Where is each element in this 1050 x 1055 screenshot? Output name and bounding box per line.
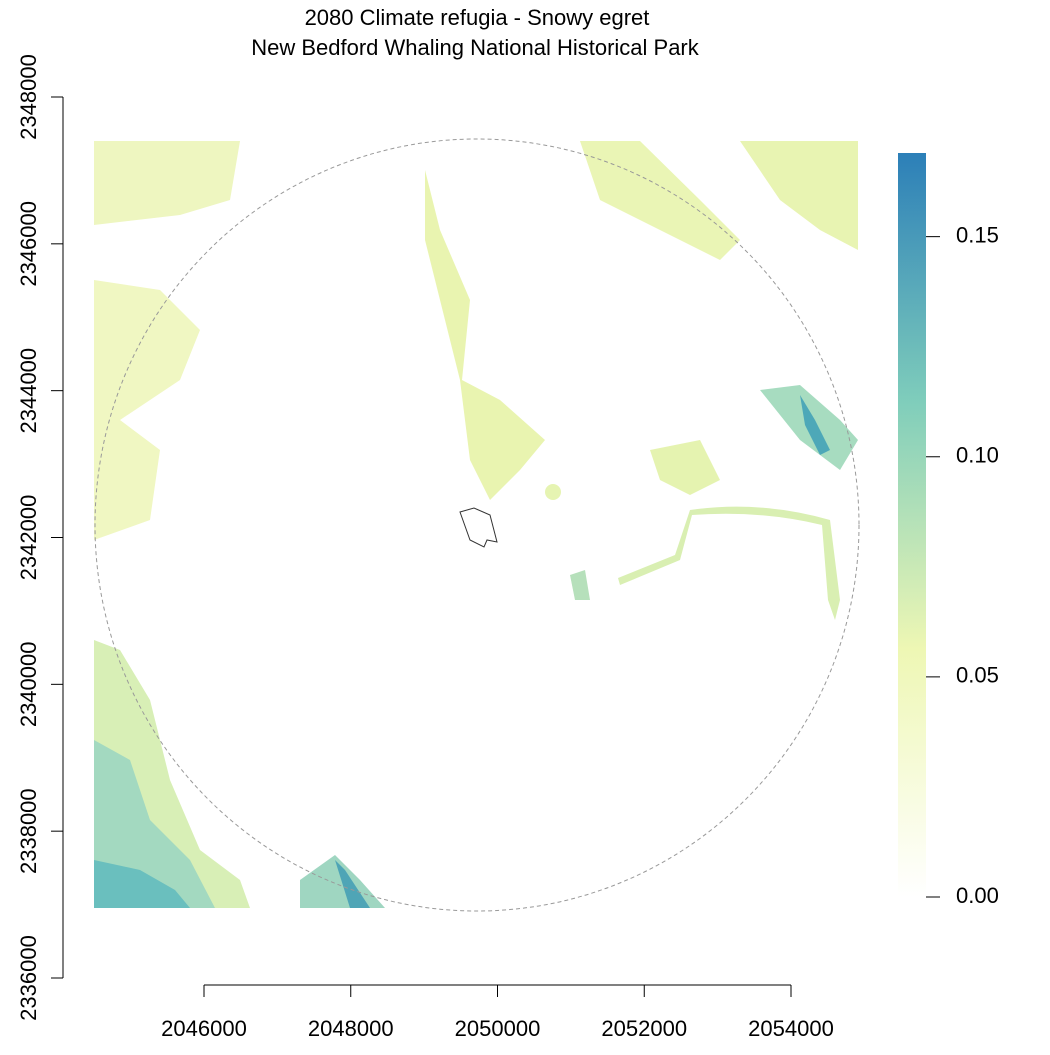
y-tick-label: 2340000 — [16, 642, 41, 728]
y-tick-label: 2348000 — [16, 54, 41, 140]
y-tick-label: 2338000 — [16, 788, 41, 874]
colorbar-tick-label: 0.10 — [956, 443, 999, 468]
raster — [94, 141, 858, 908]
colorbar-tick-label: 0.05 — [956, 663, 999, 688]
map-title: 2080 Climate refugia - Snowy egret — [305, 5, 650, 30]
y-tick-label: 2344000 — [16, 348, 41, 434]
y-tick-label: 2342000 — [16, 495, 41, 581]
colorbar-tick-label: 0.00 — [956, 883, 999, 908]
x-tick-label: 2054000 — [748, 1016, 834, 1041]
colorbar-tick-label: 0.15 — [956, 222, 999, 247]
x-tick-label: 2046000 — [161, 1016, 247, 1041]
x-tick-label: 2050000 — [455, 1016, 541, 1041]
buffer-boundary — [94, 138, 860, 912]
park-boundary — [459, 507, 498, 548]
x-tick-label: 2048000 — [308, 1016, 394, 1041]
x-tick-label: 2052000 — [601, 1016, 687, 1041]
map-subtitle: New Bedford Whaling National Historical … — [251, 35, 700, 60]
colorbar — [898, 153, 926, 897]
y-tick-label: 2346000 — [16, 201, 41, 287]
y-tick-label: 2336000 — [16, 935, 41, 1021]
